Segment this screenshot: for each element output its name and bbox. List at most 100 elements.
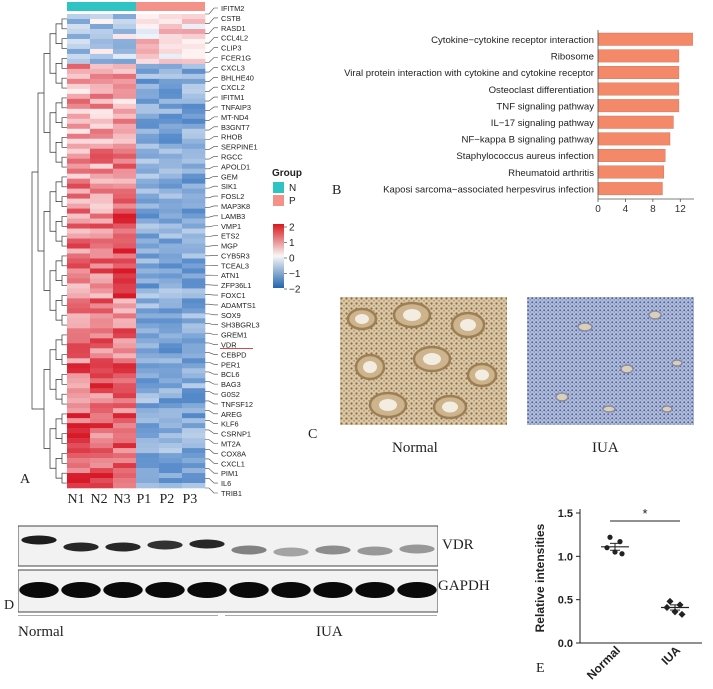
gene-connector xyxy=(205,449,218,454)
heatmap-cell xyxy=(90,28,114,35)
group-legend-title: Group xyxy=(272,168,302,179)
gene-label: ZFP36L1 xyxy=(221,281,251,290)
heatmap-cell xyxy=(182,348,206,354)
heatmap-cell xyxy=(136,153,160,159)
heatmap-cell xyxy=(159,133,183,140)
heatmap-cell xyxy=(182,163,206,169)
heatmap-cell xyxy=(136,243,160,249)
heatmap-cell xyxy=(113,173,137,179)
heatmap-cell xyxy=(67,418,91,424)
group-swatch xyxy=(273,182,284,193)
gene-label: CLIP3 xyxy=(221,44,242,53)
scale-tick-label: −2 xyxy=(289,285,301,296)
heatmap-cell xyxy=(159,73,183,80)
heatmap-cell xyxy=(90,178,114,184)
scale-tick-label: 0 xyxy=(289,254,295,265)
gland xyxy=(602,405,616,413)
heatmap-cell xyxy=(90,58,114,65)
heatmap-cell xyxy=(159,103,183,110)
gene-label: SIK1 xyxy=(221,182,237,191)
gene-connector xyxy=(205,205,218,208)
heatmap-cell xyxy=(159,143,183,150)
heatmap-cell xyxy=(67,213,91,219)
heatmap-cell xyxy=(90,73,114,80)
gene-label: KLF6 xyxy=(221,420,239,429)
heatmap-cell xyxy=(113,293,137,299)
heatmap-cell xyxy=(113,88,137,95)
heatmap-cell xyxy=(159,433,183,439)
heatmap-cell xyxy=(90,328,114,334)
heatmap-cell xyxy=(67,88,91,95)
heatmap-cell xyxy=(159,233,183,239)
group-bar-p xyxy=(136,2,205,11)
gland-lumen xyxy=(379,399,397,411)
heatmap-cell xyxy=(113,353,137,359)
heatmap-cell xyxy=(159,303,183,309)
group-bar-n xyxy=(67,2,136,11)
heatmap-cell xyxy=(136,48,160,55)
heatmap-cell xyxy=(182,338,206,344)
heatmap-cell xyxy=(182,408,206,414)
heatmap-cell xyxy=(136,403,160,409)
heatmap-cell xyxy=(159,183,183,189)
heatmap-cell xyxy=(159,78,183,85)
heatmap-cell xyxy=(67,78,91,85)
heatmap-cell xyxy=(113,473,137,479)
heatmap-cell xyxy=(136,223,160,229)
heatmap-cell xyxy=(67,188,91,194)
heatmap-cell xyxy=(67,273,91,279)
gland-lumen xyxy=(442,401,458,413)
heatmap-cell xyxy=(67,318,91,324)
heatmap-cell xyxy=(136,198,160,204)
heatmap-cell xyxy=(159,188,183,194)
heatmap-cell xyxy=(113,193,137,199)
heatmap-cell xyxy=(136,188,160,194)
gene-label: IFITM1 xyxy=(221,93,244,102)
kegg-category-label: Osteoclast differentiation xyxy=(489,85,594,96)
heatmap-cell xyxy=(136,438,160,444)
heatmap-cell xyxy=(159,163,183,169)
heatmap-cell xyxy=(182,293,206,299)
gene-connector xyxy=(205,47,218,53)
heatmap-cell xyxy=(113,198,137,204)
heatmap-cell xyxy=(113,128,137,135)
heatmap-cell xyxy=(136,363,160,369)
heatmap-cell xyxy=(67,203,91,209)
heatmap-cell xyxy=(113,253,137,259)
heatmap-cell xyxy=(136,183,160,189)
heatmap-cell xyxy=(113,238,137,244)
heatmap-cell xyxy=(159,343,183,349)
heatmap-cell xyxy=(182,93,206,100)
heatmap-cell xyxy=(90,303,114,309)
gapdh-band xyxy=(313,582,353,598)
heatmap-cell xyxy=(67,408,91,414)
heatmap-cell xyxy=(113,133,137,140)
heatmap-cell xyxy=(136,178,160,184)
heatmap-cell xyxy=(136,343,160,349)
heatmap-cell xyxy=(159,223,183,229)
heatmap-cell xyxy=(159,308,183,314)
heatmap-cell xyxy=(113,103,137,110)
group-legend-label: P xyxy=(289,196,296,207)
gapdh-band xyxy=(103,582,143,598)
heatmap-cell xyxy=(113,93,137,100)
heatmap-cell xyxy=(159,363,183,369)
heatmap-cell xyxy=(159,333,183,339)
gene-connector xyxy=(205,313,218,316)
heatmap-cell xyxy=(182,238,206,244)
heatmap-cell xyxy=(182,458,206,464)
heatmap-cell xyxy=(113,423,137,429)
heatmap-cell xyxy=(136,398,160,404)
heatmap-cell xyxy=(136,433,160,439)
heatmap-cell xyxy=(113,393,137,399)
heatmap-cell xyxy=(182,118,206,125)
gene-connector xyxy=(205,294,218,296)
x-category-label: IUA xyxy=(659,643,684,668)
ihc-normal-label: Normal xyxy=(392,440,438,456)
band-label-gapdh: GAPDH xyxy=(438,578,490,594)
heatmap-cell xyxy=(159,383,183,389)
heatmap-cell xyxy=(182,208,206,214)
iua-group-line xyxy=(225,615,437,616)
heatmap-cell xyxy=(67,158,91,164)
heatmap-cell xyxy=(90,263,114,269)
